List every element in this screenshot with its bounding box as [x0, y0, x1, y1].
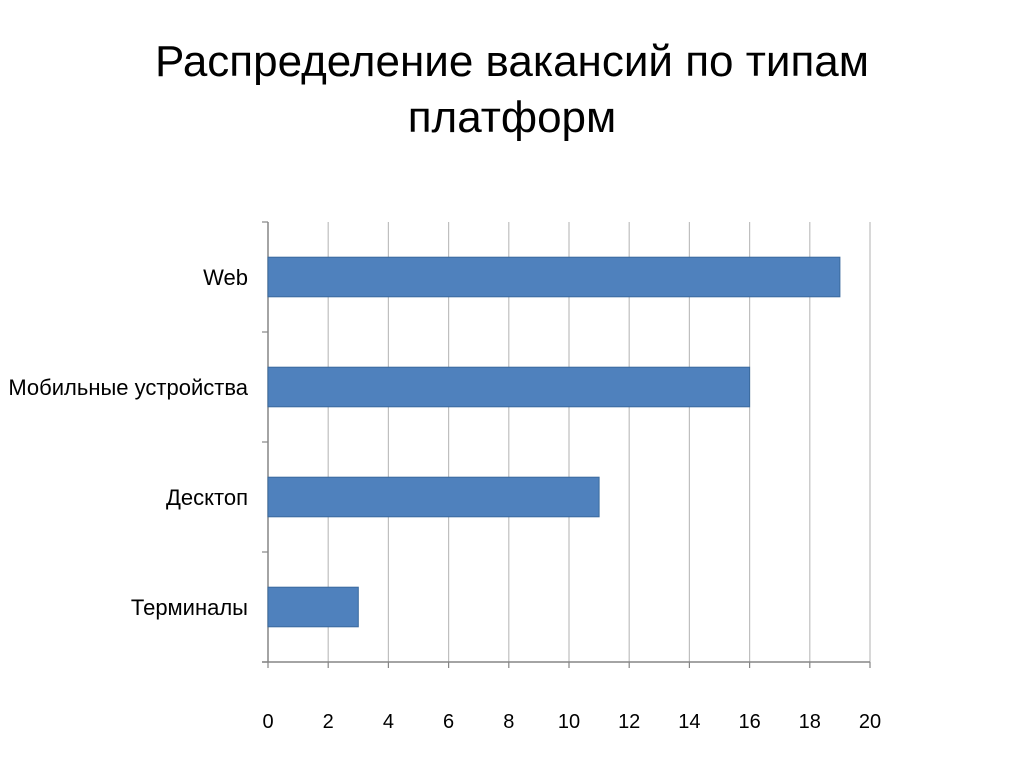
- chart-bars: [267, 256, 841, 628]
- x-tick-label: 4: [383, 711, 394, 733]
- slide-title: Распределение вакансий по типам платформ: [154, 37, 870, 142]
- x-tick-label: 12: [618, 711, 640, 733]
- x-tick-label: 2: [323, 711, 334, 733]
- x-tick-label: 10: [558, 711, 580, 733]
- x-tick-label: 20: [859, 711, 881, 733]
- x-tick-label: 6: [443, 711, 454, 733]
- chart-labels: 0 2 4 6 8 10 12 14 16 18 20 Web Мобильные устройства…: [8, 265, 881, 733]
- category-label: Терминалы: [131, 595, 248, 620]
- category-label: Web: [203, 265, 248, 290]
- x-tick-label: 8: [503, 711, 514, 733]
- bar: [267, 586, 359, 628]
- x-tick-label: 18: [799, 711, 821, 733]
- bar: [267, 476, 600, 518]
- bar: [267, 256, 841, 298]
- category-label: Мобильные устройства: [8, 375, 248, 400]
- x-tick-label: 0: [262, 711, 273, 733]
- category-label: Десктоп: [166, 485, 248, 510]
- bar: [267, 366, 751, 408]
- x-tick-label: 14: [678, 711, 700, 733]
- x-tick-label: 16: [738, 711, 760, 733]
